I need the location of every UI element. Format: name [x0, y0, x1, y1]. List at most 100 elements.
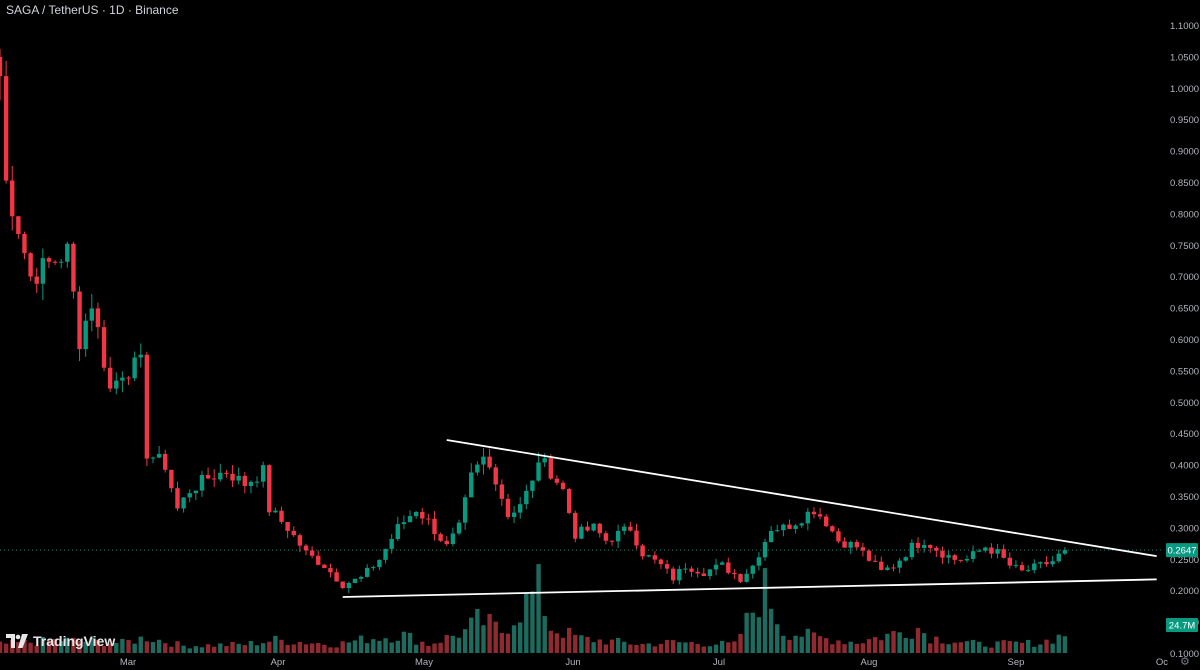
volume-bar [481, 625, 486, 653]
symbol-title: SAGA / TetherUS · 1D · Binance [6, 3, 179, 17]
candle-body [952, 555, 957, 560]
volume-bar [193, 646, 199, 653]
volume-bar [114, 642, 119, 653]
price-axis[interactable]: 1.1000 1.0500 1.0000 0.9500 0.9000 0.8500 0.80… [1170, 21, 1199, 660]
candle-body [530, 480, 535, 491]
candle-body [762, 541, 768, 558]
volume-bar [640, 643, 645, 653]
tradingview-logo[interactable]: TradingView [6, 633, 115, 649]
current-volume-tag [1166, 618, 1198, 632]
volume-bar [934, 636, 939, 653]
candle-body [95, 308, 101, 328]
volume-bar [493, 621, 498, 653]
trendlines[interactable] [342, 439, 1157, 598]
price-tick-label: 0.4500 [1170, 429, 1199, 440]
price-tick-label: 0.6500 [1170, 304, 1199, 315]
candle-body [1019, 565, 1025, 571]
candle-body [150, 457, 156, 459]
volume-bar [22, 639, 27, 653]
candle-body [89, 308, 94, 321]
volume-bar [738, 633, 743, 653]
volume-bar [462, 629, 468, 653]
volume-bar [958, 642, 964, 653]
candle-body [640, 545, 645, 557]
volume-bar [407, 632, 413, 653]
gear-icon[interactable]: ⚙ [1180, 656, 1190, 668]
candle-body [46, 258, 52, 262]
candle-body [212, 478, 217, 480]
price-tags: 0.2647 24.7M [1166, 543, 1198, 632]
volume-bar [273, 635, 278, 653]
volume-bar [181, 645, 186, 653]
candle-body [346, 583, 352, 588]
candle-body [1032, 563, 1037, 571]
volume-bar [334, 647, 339, 653]
candle-body [921, 545, 927, 548]
volume-bar [1013, 641, 1019, 653]
volume-bar [1007, 641, 1012, 653]
price-tick-label: 1.1000 [1170, 21, 1199, 32]
price-tick-label: 0.5000 [1170, 398, 1199, 409]
candle-body [726, 562, 731, 573]
candle-body [126, 377, 131, 379]
volume-bar [285, 644, 290, 653]
candle-body [144, 354, 150, 459]
time-tick-label: Mar [120, 657, 136, 668]
candle-body [597, 523, 602, 534]
candle-body [438, 534, 443, 541]
volume-bar [297, 641, 303, 653]
volume-bar [59, 641, 64, 653]
volume-bar [964, 641, 970, 653]
volume-bar [524, 593, 529, 653]
candle-body [566, 489, 572, 513]
candle-body [3, 76, 9, 181]
candle-body [1038, 562, 1043, 564]
candle-body [413, 511, 419, 517]
volume-bar [236, 643, 241, 653]
candle-body [799, 523, 804, 526]
volume-bar [750, 612, 755, 653]
candle-body [297, 535, 303, 546]
price-tick-label: 0.5500 [1170, 366, 1199, 377]
candle-body [958, 559, 964, 561]
candlesticks [0, 49, 1068, 594]
time-axis[interactable]: Mar Apr May Jun Jul Aug Sep Oc [120, 657, 1169, 668]
candle-body [322, 564, 327, 569]
candle-body [52, 261, 58, 263]
volume-bar [34, 645, 39, 653]
current-volume-label: 24.7M [1169, 621, 1195, 632]
price-tick-label: 0.9000 [1170, 147, 1199, 158]
candle-body [0, 56, 3, 77]
volume-bar [1001, 640, 1006, 653]
time-tick-label: May [415, 657, 433, 668]
volume-bar [977, 641, 982, 653]
volume-bar [77, 640, 82, 653]
candle-body [426, 518, 431, 520]
candle-body [658, 559, 664, 565]
candle-body [542, 458, 547, 463]
candle-body [1062, 550, 1068, 554]
volume-bar [175, 641, 180, 653]
volume-bar [609, 639, 615, 653]
candle-body [664, 564, 670, 569]
volume-bar [615, 638, 621, 653]
volume-bar [328, 647, 333, 653]
time-tick-label: Apr [271, 657, 286, 668]
volume-bar [1044, 639, 1049, 653]
candle-body [830, 526, 835, 532]
volume-bar [316, 642, 321, 653]
volume-bar [291, 644, 296, 653]
candle-body [554, 478, 560, 483]
volume-bar [83, 641, 88, 653]
volume-bar [566, 627, 572, 653]
volume-bar [267, 641, 272, 653]
volume-bar [652, 646, 658, 653]
volume-bar [260, 643, 266, 653]
candle-body [377, 559, 382, 568]
volume-bar [891, 631, 896, 653]
volume-bar [787, 639, 792, 653]
volume-bar [793, 635, 798, 653]
candle-body [934, 547, 939, 551]
volume-bar [169, 646, 174, 653]
